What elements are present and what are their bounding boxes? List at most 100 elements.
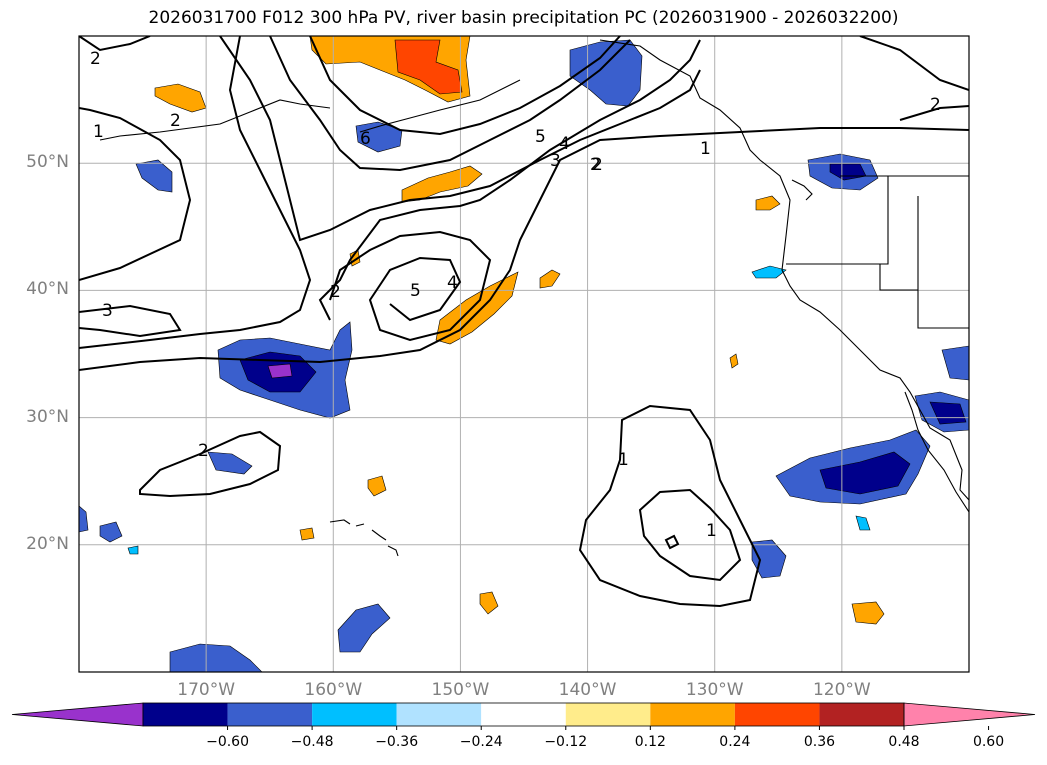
colorbar-tick-label: −0.48: [290, 734, 334, 750]
pv-contour-label: 2: [592, 155, 603, 175]
precip-negative-area: [751, 539, 787, 579]
longitude-tick-label: 130°W: [685, 680, 744, 700]
longitude-tick-label: 160°W: [304, 680, 363, 700]
colorbar-tick-label: −0.60: [206, 734, 249, 750]
pv-contour-label: 5: [535, 127, 546, 147]
pv-contour-label: 2: [90, 49, 101, 69]
pv-contour-line: [664, 534, 680, 550]
precip-negative-area: [569, 39, 643, 107]
colorbar-tick-label: −0.12: [544, 734, 588, 750]
longitude-tick-label: 120°W: [812, 680, 871, 700]
aleutian-chain: [99, 99, 331, 141]
precip-negative-area: [127, 545, 139, 555]
pv-contour-label: 1: [706, 521, 717, 541]
precip-negative-area: [99, 521, 123, 543]
precip-negative-area: [79, 505, 89, 533]
colorbar-extend-high: [903, 702, 1036, 727]
pv-contour-line: [318, 39, 701, 321]
pv-contour-label: 2: [330, 282, 341, 302]
colorbar-segment: [396, 703, 482, 726]
precip-negative-area: [337, 603, 391, 653]
longitude-tick-label: 170°W: [177, 680, 236, 700]
precip-negative-area: [855, 515, 871, 531]
colorbar-tick-label: 0.24: [719, 734, 751, 750]
hawaii-islands: [329, 519, 399, 557]
pv-contour-label: 4: [559, 134, 570, 154]
pv-contour-line: [79, 127, 969, 371]
colorbar-tick-label: 0.60: [972, 734, 1005, 750]
precip-negative-area: [751, 265, 787, 279]
baja-coastline: [904, 391, 969, 513]
latitude-tick-label: 30°N: [26, 406, 69, 427]
precip-positive-area: [479, 591, 499, 615]
pv-contour-line: [638, 488, 742, 582]
north-america-coastline: [599, 39, 969, 501]
longitude-tick-label: 140°W: [558, 680, 617, 700]
precip-positive-area: [755, 195, 781, 211]
pv-contour-label: 4: [447, 273, 458, 293]
colorbar-segment: [227, 703, 313, 726]
precip-positive-area: [851, 601, 885, 625]
pv-contour-label: 1: [700, 139, 711, 159]
colorbar-outline: [142, 702, 905, 727]
alaska-peninsula: [359, 79, 521, 133]
colorbar-segment: [819, 703, 904, 726]
pv-contour-line: [309, 36, 621, 136]
pv-contours: [79, 36, 969, 608]
colorbar-tick-label: 0.12: [634, 734, 666, 750]
precip-negative-area: [819, 451, 911, 495]
pv-contour-line: [79, 304, 182, 338]
pv-contour-line: [219, 36, 701, 242]
pv-contour-label: 2: [170, 111, 181, 131]
precip-positive-area: [299, 527, 315, 541]
precip-positive-area: [154, 83, 207, 113]
colorbar-segment: [143, 703, 228, 726]
longitude-tick-label: 150°W: [431, 680, 490, 700]
colorbar-extend-low: [11, 702, 144, 727]
pv-contour-label: 2: [590, 155, 601, 175]
colorbar-segment: [312, 703, 397, 726]
precip-positive-area: [729, 353, 739, 369]
colorbar-segment: [734, 703, 820, 726]
precip-negative-area: [267, 363, 293, 379]
pv-contour-line: [79, 107, 192, 281]
precip-positive-area: [367, 475, 387, 497]
colorbar-segment: [565, 703, 651, 726]
state-border: [786, 176, 969, 329]
latitude-tick-label: 20°N: [26, 533, 69, 554]
colorbar-tick-label: −0.24: [459, 734, 503, 750]
pv-contour-line: [79, 36, 312, 349]
latitude-tick-label: 50°N: [26, 152, 69, 173]
pv-contour-line: [139, 430, 282, 498]
precip-negative-area: [169, 643, 263, 672]
colorbar-tick-label: 0.48: [888, 734, 920, 750]
map-frame: [78, 35, 970, 673]
pv-contour-line: [578, 404, 762, 608]
pv-contour-line: [859, 36, 969, 121]
colorbar-tick-label: 0.36: [803, 734, 836, 750]
pv-contour-label: 2: [198, 441, 209, 461]
precip-negative-area: [135, 159, 173, 193]
map-title: 2026031700 F012 300 hPa PV, river basin …: [148, 8, 899, 28]
colorbar: [11, 702, 1036, 730]
precip-negative-area: [207, 451, 253, 475]
pv-contour-line: [79, 36, 151, 52]
colorbar-segment: [650, 703, 735, 726]
coastlines: [99, 39, 969, 557]
precip-shading-layer: [79, 36, 969, 672]
pv-contour-label: 1: [618, 450, 629, 470]
map-gridlines: [79, 36, 969, 672]
precip-positive-area: [401, 165, 483, 203]
pv-contour-label: 1: [93, 122, 104, 142]
latitude-tick-label: 40°N: [26, 279, 69, 300]
precip-negative-area: [941, 345, 969, 381]
precip-negative-area: [929, 401, 967, 425]
colorbar-tick-label: −0.36: [375, 734, 419, 750]
precip-positive-area: [539, 269, 561, 289]
pv-contour-label: 3: [550, 151, 561, 171]
vancouver-island: [791, 179, 813, 201]
pv-contour-label: 2: [930, 95, 941, 115]
colorbar-segment: [481, 703, 566, 726]
pv-contour-line: [269, 36, 631, 172]
